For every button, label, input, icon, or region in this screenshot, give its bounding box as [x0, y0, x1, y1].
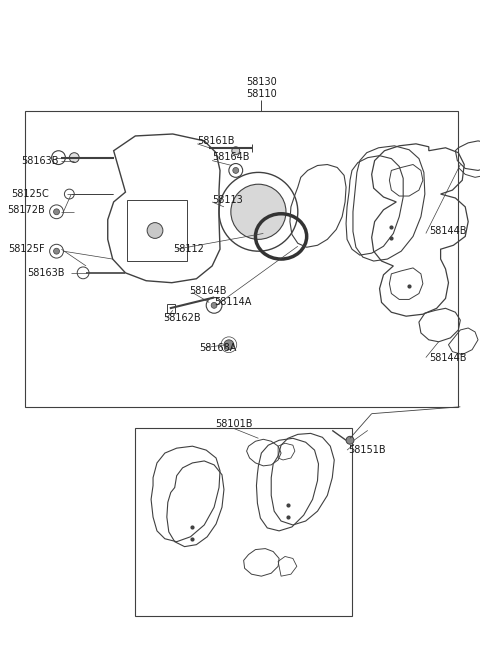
Bar [167, 304, 175, 313]
Circle shape [233, 167, 239, 173]
Text: 58101B: 58101B [215, 419, 252, 428]
Circle shape [224, 340, 234, 350]
Circle shape [346, 436, 354, 444]
Circle shape [231, 184, 286, 239]
Text: 58172B: 58172B [7, 205, 45, 215]
Circle shape [54, 248, 60, 254]
Bar [135, 428, 352, 615]
Circle shape [147, 222, 163, 238]
Text: 58130: 58130 [246, 77, 277, 87]
Text: 58163B: 58163B [27, 268, 64, 278]
Text: 58162B: 58162B [163, 313, 201, 323]
Text: 58144B: 58144B [429, 226, 466, 237]
Text: 58144B: 58144B [429, 352, 466, 363]
Text: 58114A: 58114A [214, 297, 252, 308]
Text: 58113: 58113 [212, 195, 243, 205]
Circle shape [232, 147, 240, 155]
Text: 58168A: 58168A [199, 342, 237, 353]
Text: 58164B: 58164B [212, 152, 250, 161]
Text: 58112: 58112 [173, 244, 204, 255]
Bar [127, 200, 187, 261]
Text: 58151B: 58151B [348, 445, 385, 455]
Circle shape [69, 153, 79, 163]
Text: 58110: 58110 [246, 89, 277, 98]
Circle shape [54, 209, 60, 215]
Text: 58125F: 58125F [8, 244, 45, 255]
Text: 58161B: 58161B [197, 136, 235, 146]
Text: 58164B: 58164B [190, 285, 227, 296]
Bar [25, 112, 458, 407]
Circle shape [211, 302, 217, 308]
Text: 58163B: 58163B [21, 155, 59, 165]
Text: 58125C: 58125C [11, 189, 48, 199]
